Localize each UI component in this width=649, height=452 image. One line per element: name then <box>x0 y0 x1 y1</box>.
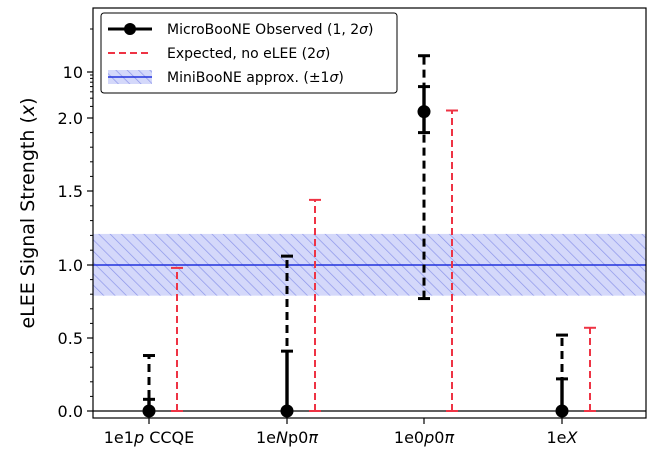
legend-observed-marker <box>124 23 136 35</box>
observed-point <box>555 404 569 418</box>
legend-miniboone-label: MiniBooNE approx. (±1σ) <box>167 70 344 86</box>
y-tick-label: 1.0 <box>58 256 83 275</box>
observed-point <box>280 404 294 418</box>
x-tick-label: 1eX <box>547 428 579 447</box>
y-tick-label: 0.0 <box>58 402 83 421</box>
x-tick-label: 1e0p0π <box>394 428 455 447</box>
legend-entry-expected: Expected, no eLEE (2σ) <box>108 46 330 62</box>
legend-box <box>100 12 398 94</box>
legend-entry-observed: MicroBooNE Observed (1, 2σ) <box>108 22 374 38</box>
y-tick-label: 2.0 <box>58 109 83 128</box>
y-tick-label: 1.5 <box>58 182 83 201</box>
legend-expected-label: Expected, no eLEE (2σ) <box>167 46 330 62</box>
x-tick-label: 1eNp0π <box>256 428 318 447</box>
plot-frame <box>92 7 647 419</box>
x-tick-label: 1e1p CCQE <box>104 428 195 447</box>
y-tick-label: 0.5 <box>58 329 83 348</box>
legend: MicroBooNE Observed (1, 2σ) Expected, no… <box>100 12 398 94</box>
observed-point <box>142 404 156 418</box>
expected-series <box>171 109 596 412</box>
observed-point <box>417 105 431 119</box>
x-axis-ticks: 1e1p CCQE 1eNp0π 1e0p0π 1eX <box>104 418 579 447</box>
legend-entry-miniboone: MiniBooNE approx. (±1σ) <box>108 70 344 86</box>
miniboone-band-layer <box>93 233 646 296</box>
y-axis-label: eLEE Signal Strength (x) <box>17 97 39 328</box>
y-tick-label: 10 <box>63 63 83 82</box>
legend-observed-label: MicroBooNE Observed (1, 2σ) <box>167 22 374 38</box>
y-axis-ticks: 0.0 0.5 1.0 1.5 2.0 10 <box>58 28 93 421</box>
observed-series <box>142 54 569 418</box>
